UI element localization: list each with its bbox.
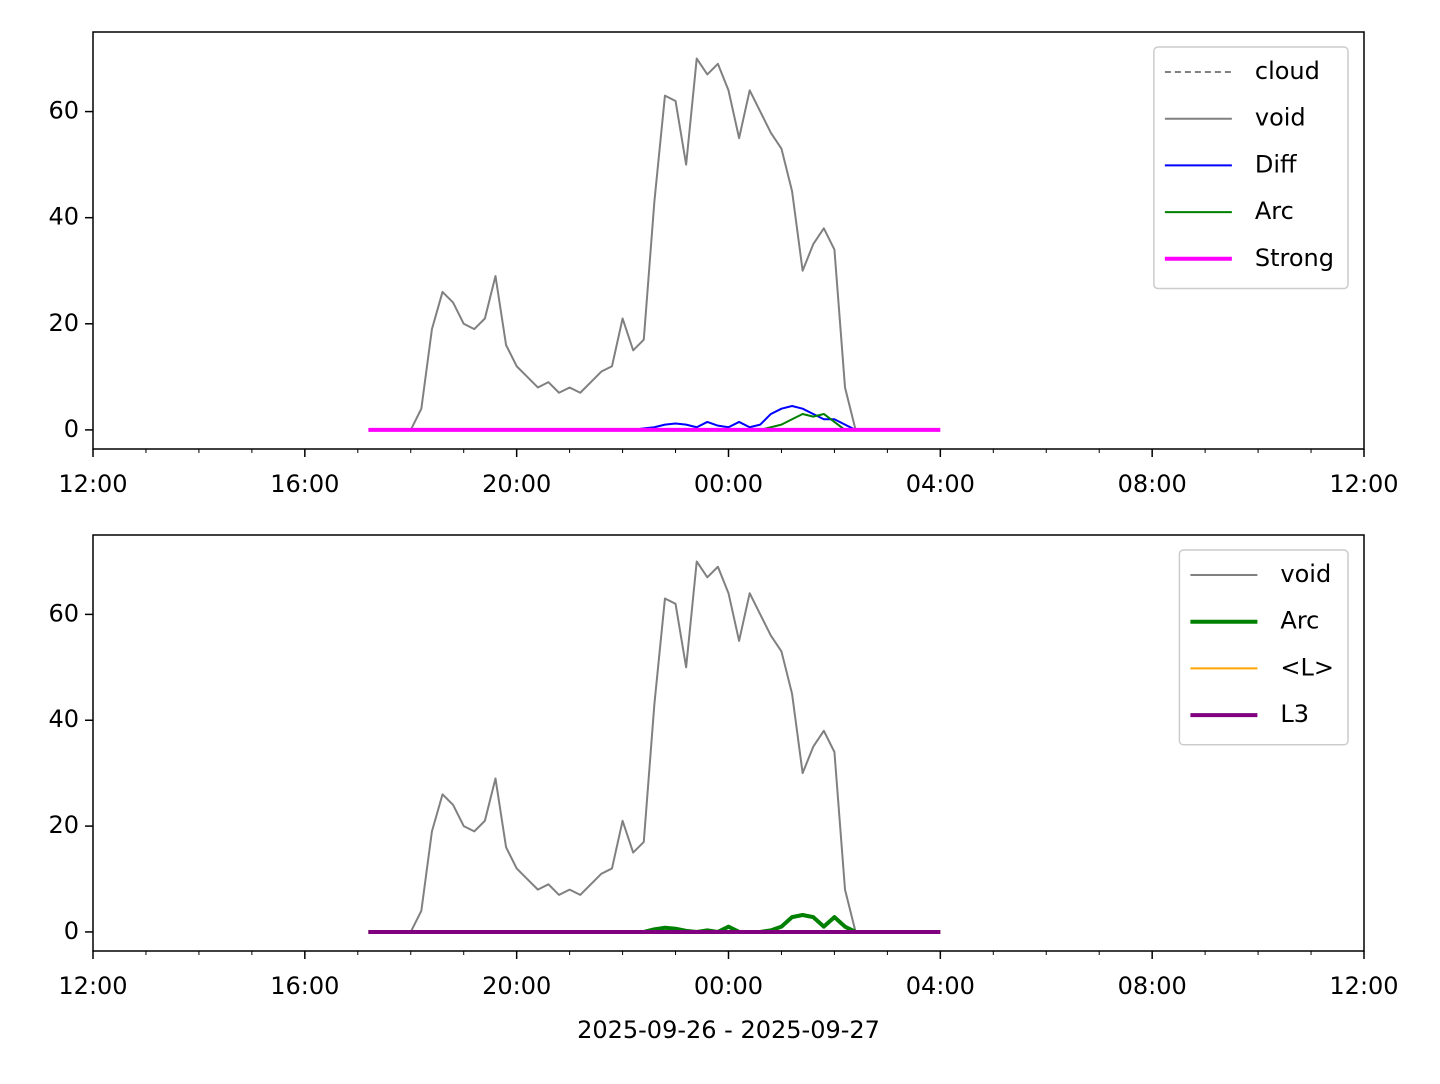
x-tick-label: 08:00: [1118, 470, 1187, 498]
legend: void Arc <L> L3: [1178, 549, 1349, 746]
x-tick-label: 04:00: [906, 972, 975, 1000]
y-tick-label: 0: [64, 917, 79, 945]
y-tick-label: 20: [48, 811, 79, 839]
y-tick-label: 60: [48, 97, 79, 125]
x-tick-label: 16:00: [270, 972, 339, 1000]
axes-frame: [92, 534, 1365, 952]
legend-box: [1153, 46, 1349, 290]
legend: cloud void Diff Arc Strong: [1153, 46, 1349, 290]
x-tick-label: 12:00: [58, 470, 127, 498]
legend-label: Diff: [1255, 150, 1297, 178]
legend-label: void: [1280, 560, 1331, 588]
series-line: [368, 913, 941, 934]
y-tick-label: 40: [48, 705, 79, 733]
legend-label: Strong: [1255, 244, 1334, 272]
legend-box: [1178, 549, 1349, 746]
series-line: [409, 57, 857, 431]
legend-label: Arc: [1255, 197, 1294, 225]
series-line: [409, 560, 857, 933]
x-tick-label: 20:00: [482, 470, 551, 498]
x-tick-label: 00:00: [694, 972, 763, 1000]
x-tick-label: 20:00: [482, 972, 551, 1000]
x-tick-label: 00:00: [694, 470, 763, 498]
x-tick-label: 08:00: [1118, 972, 1187, 1000]
y-tick-label: 40: [48, 203, 79, 231]
y-tick-label: 20: [48, 309, 79, 337]
series-line: [760, 412, 856, 431]
x-tick-label: 12:00: [1329, 972, 1398, 1000]
x-tick-label: 12:00: [58, 972, 127, 1000]
legend-label: void: [1255, 104, 1306, 132]
x-axis-label: 2025-09-26 - 2025-09-27: [577, 1016, 880, 1044]
legend-label: cloud: [1255, 57, 1320, 85]
y-tick-label: 0: [64, 415, 79, 443]
x-tick-label: 16:00: [270, 470, 339, 498]
x-tick-label: 04:00: [906, 470, 975, 498]
legend-label: Arc: [1280, 607, 1319, 635]
legend-label: L3: [1280, 700, 1309, 728]
x-tick-label: 12:00: [1329, 470, 1398, 498]
legend-label: <L>: [1280, 653, 1334, 681]
axes-frame: [92, 31, 1365, 450]
y-tick-label: 60: [48, 599, 79, 627]
series-line: [622, 405, 857, 431]
